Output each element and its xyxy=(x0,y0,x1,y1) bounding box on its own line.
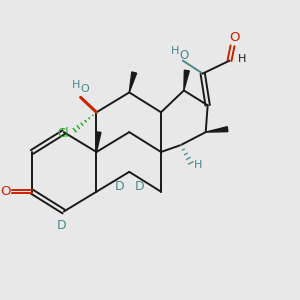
Text: H: H xyxy=(171,46,179,56)
Text: O: O xyxy=(179,49,188,62)
Text: D: D xyxy=(134,180,144,193)
Text: O: O xyxy=(81,84,89,94)
Polygon shape xyxy=(129,72,137,92)
Text: O: O xyxy=(229,31,240,44)
Polygon shape xyxy=(206,127,228,132)
Text: H: H xyxy=(194,160,202,170)
Text: D: D xyxy=(115,180,124,193)
Polygon shape xyxy=(184,70,189,90)
Polygon shape xyxy=(96,132,101,152)
Text: H: H xyxy=(71,80,80,91)
Text: O: O xyxy=(0,185,11,198)
Text: H: H xyxy=(238,54,247,64)
Text: D: D xyxy=(57,219,67,232)
Text: Cl: Cl xyxy=(57,127,69,140)
